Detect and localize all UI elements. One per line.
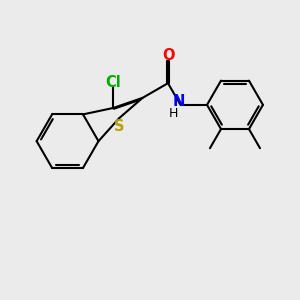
Text: Cl: Cl xyxy=(105,75,121,90)
Text: S: S xyxy=(115,118,125,134)
Text: N: N xyxy=(173,94,185,109)
Text: H: H xyxy=(169,107,178,120)
Text: O: O xyxy=(162,48,175,63)
